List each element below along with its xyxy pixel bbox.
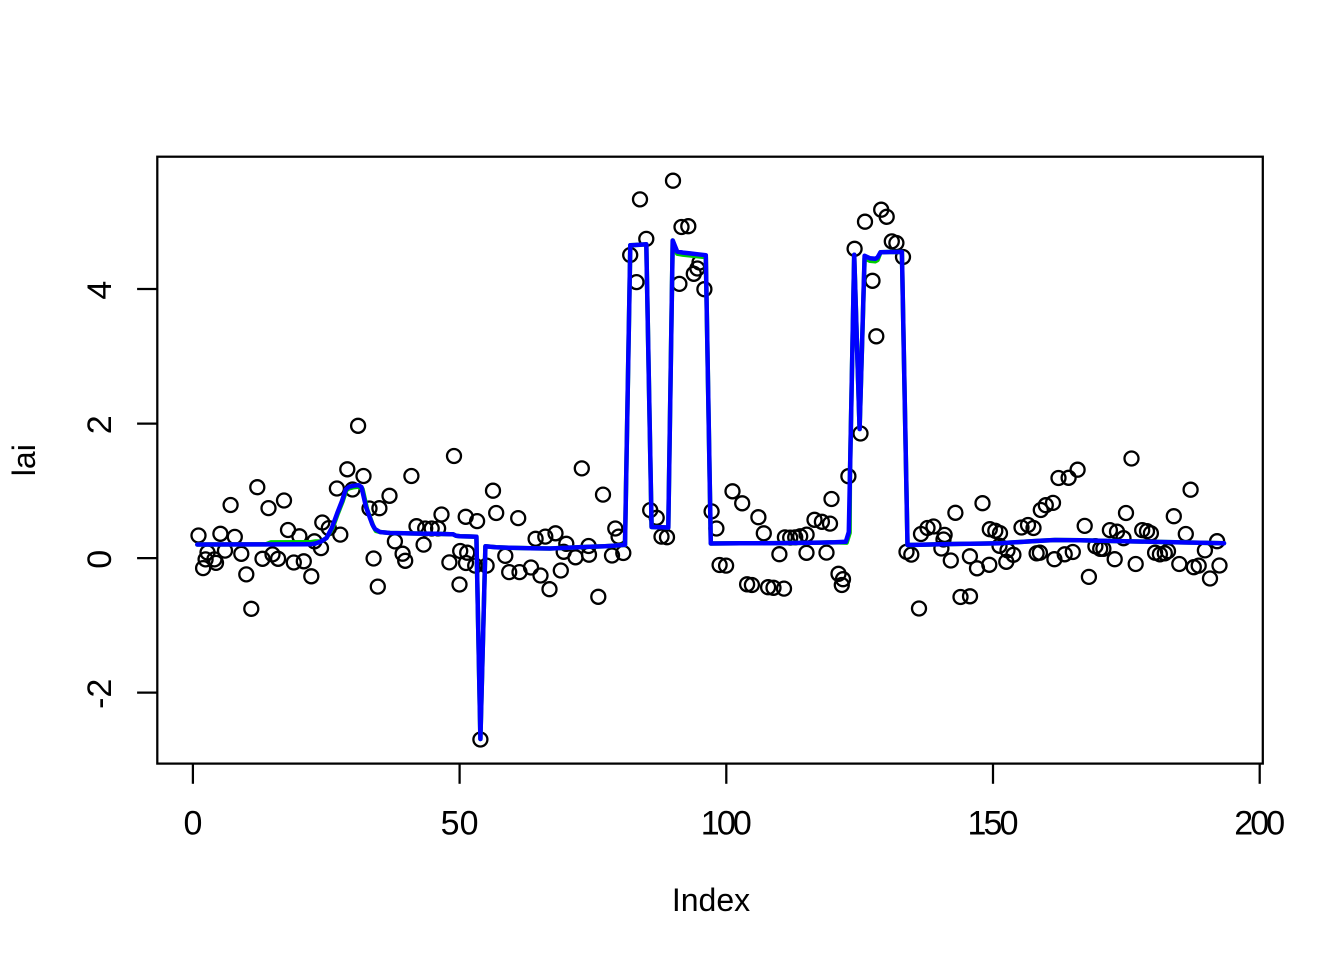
- svg-text:150: 150: [968, 804, 1019, 842]
- svg-text:200: 200: [1234, 804, 1285, 842]
- svg-text:50: 50: [441, 804, 479, 842]
- svg-text:0: 0: [183, 804, 202, 842]
- svg-text:-2: -2: [81, 679, 119, 709]
- svg-text:2: 2: [81, 415, 119, 434]
- svg-text:lai: lai: [6, 444, 42, 476]
- svg-text:4: 4: [81, 281, 119, 300]
- svg-text:100: 100: [701, 804, 752, 842]
- svg-text:Index: Index: [672, 882, 750, 918]
- svg-text:0: 0: [81, 550, 119, 569]
